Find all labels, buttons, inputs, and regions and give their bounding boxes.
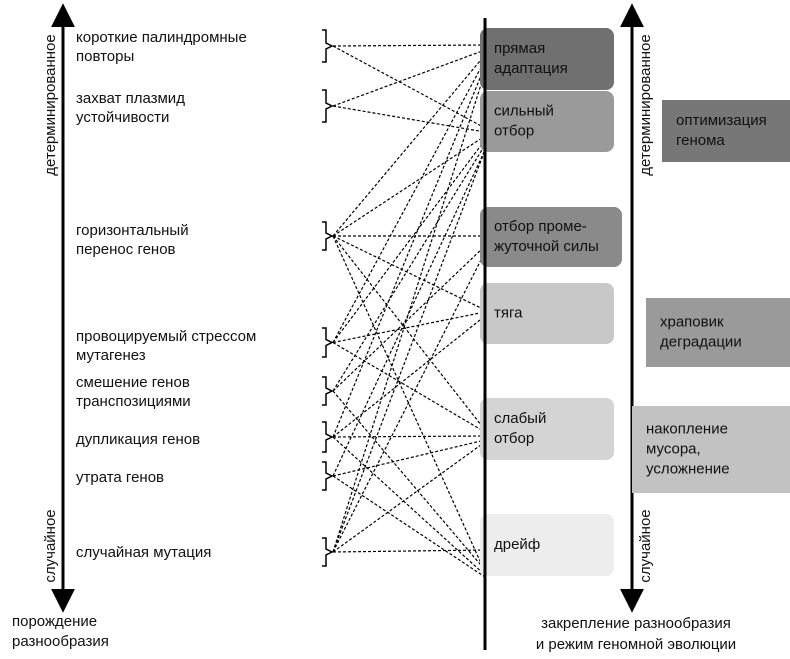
connection bbox=[332, 435, 486, 438]
bracket bbox=[322, 221, 334, 251]
regime-label: прямая bbox=[494, 40, 545, 57]
outcome-label: усложнение bbox=[646, 460, 730, 477]
outcome-box bbox=[632, 406, 790, 493]
outcome-label: генома bbox=[676, 132, 725, 149]
regime-label: сильный bbox=[494, 102, 554, 119]
connection bbox=[332, 139, 486, 343]
mechanism-label: захват плазмид bbox=[76, 90, 185, 107]
connection bbox=[332, 144, 486, 392]
bracket bbox=[322, 89, 334, 123]
connection bbox=[332, 235, 486, 311]
connection bbox=[332, 441, 486, 553]
connection bbox=[332, 341, 486, 433]
outcome-label: накопление bbox=[646, 420, 728, 437]
regime-label: отбор проме- bbox=[494, 218, 587, 235]
connection bbox=[332, 45, 486, 129]
regime-box bbox=[480, 514, 614, 576]
bracket bbox=[322, 421, 334, 453]
bracket bbox=[322, 461, 334, 491]
connection bbox=[332, 549, 486, 553]
mechanism-label: перенос генов bbox=[76, 241, 176, 258]
connection bbox=[332, 245, 486, 392]
outcome-label: деградации bbox=[660, 333, 742, 350]
connection bbox=[332, 44, 486, 47]
mechanism-label: провоцируемый стрессом bbox=[76, 328, 256, 345]
outcome-label: мусора, bbox=[646, 440, 701, 457]
connection bbox=[332, 436, 486, 576]
regime-label: дрейф bbox=[494, 536, 540, 553]
connection bbox=[332, 59, 486, 343]
connection bbox=[332, 54, 486, 237]
bracket bbox=[322, 376, 334, 406]
regime-box bbox=[480, 398, 614, 460]
regime-box bbox=[480, 283, 614, 344]
connection bbox=[332, 235, 486, 573]
mechanism-label: повторы bbox=[76, 48, 134, 65]
bracket bbox=[322, 29, 334, 63]
axis-caption: закрепление разнообразия bbox=[541, 615, 731, 632]
bracket bbox=[322, 537, 334, 567]
mechanism-label: дупликация генов bbox=[76, 431, 200, 448]
connection bbox=[332, 311, 486, 344]
axis-label: случайное bbox=[637, 509, 654, 582]
mechanism-label: горизонтальный bbox=[76, 222, 189, 239]
connection bbox=[332, 475, 486, 578]
regime-box bbox=[480, 91, 614, 152]
connection bbox=[332, 315, 486, 438]
outcome-label: храповик bbox=[660, 313, 724, 330]
connection bbox=[332, 71, 486, 553]
mechanism-label: короткие палиндромные bbox=[76, 29, 247, 46]
connection bbox=[332, 235, 486, 431]
connection bbox=[332, 65, 486, 438]
mechanism-label: мутагенез bbox=[76, 347, 146, 364]
connection bbox=[332, 439, 486, 477]
axis-label: детерминированное bbox=[42, 34, 59, 175]
mechanism-label: устойчивости bbox=[76, 109, 169, 126]
regime-label: отбор bbox=[494, 430, 534, 447]
regime-label: жуточной силы bbox=[494, 238, 599, 255]
axis-caption: порождение bbox=[12, 613, 97, 630]
axis-label: детерминированное bbox=[637, 34, 654, 175]
outcome-label: оптимизация bbox=[676, 112, 767, 129]
axis-label: случайное bbox=[42, 509, 59, 582]
regime-label: слабый bbox=[494, 410, 546, 427]
mechanism-label: утрата генов bbox=[76, 469, 164, 486]
bracket bbox=[322, 327, 334, 358]
regime-box bbox=[480, 207, 622, 267]
regime-box bbox=[480, 28, 614, 90]
regime-label: адаптация bbox=[494, 60, 568, 77]
connection bbox=[332, 105, 486, 133]
connection bbox=[332, 149, 486, 553]
mechanism-label: транспозициями bbox=[76, 393, 191, 410]
connection bbox=[332, 390, 486, 571]
connection bbox=[332, 49, 486, 107]
regime-label: отбор bbox=[494, 122, 534, 139]
connection bbox=[332, 135, 486, 237]
mechanism-label: смешение генов bbox=[76, 374, 190, 391]
mechanism-label: случайная мутация bbox=[76, 544, 211, 561]
outcome-box bbox=[662, 100, 790, 162]
regime-label: тяга bbox=[494, 304, 523, 321]
connection bbox=[332, 251, 486, 553]
outcome-box bbox=[646, 298, 790, 367]
axis-caption: и режим геномной эволюции bbox=[536, 636, 736, 653]
axis-caption: разнообразия bbox=[12, 633, 109, 650]
